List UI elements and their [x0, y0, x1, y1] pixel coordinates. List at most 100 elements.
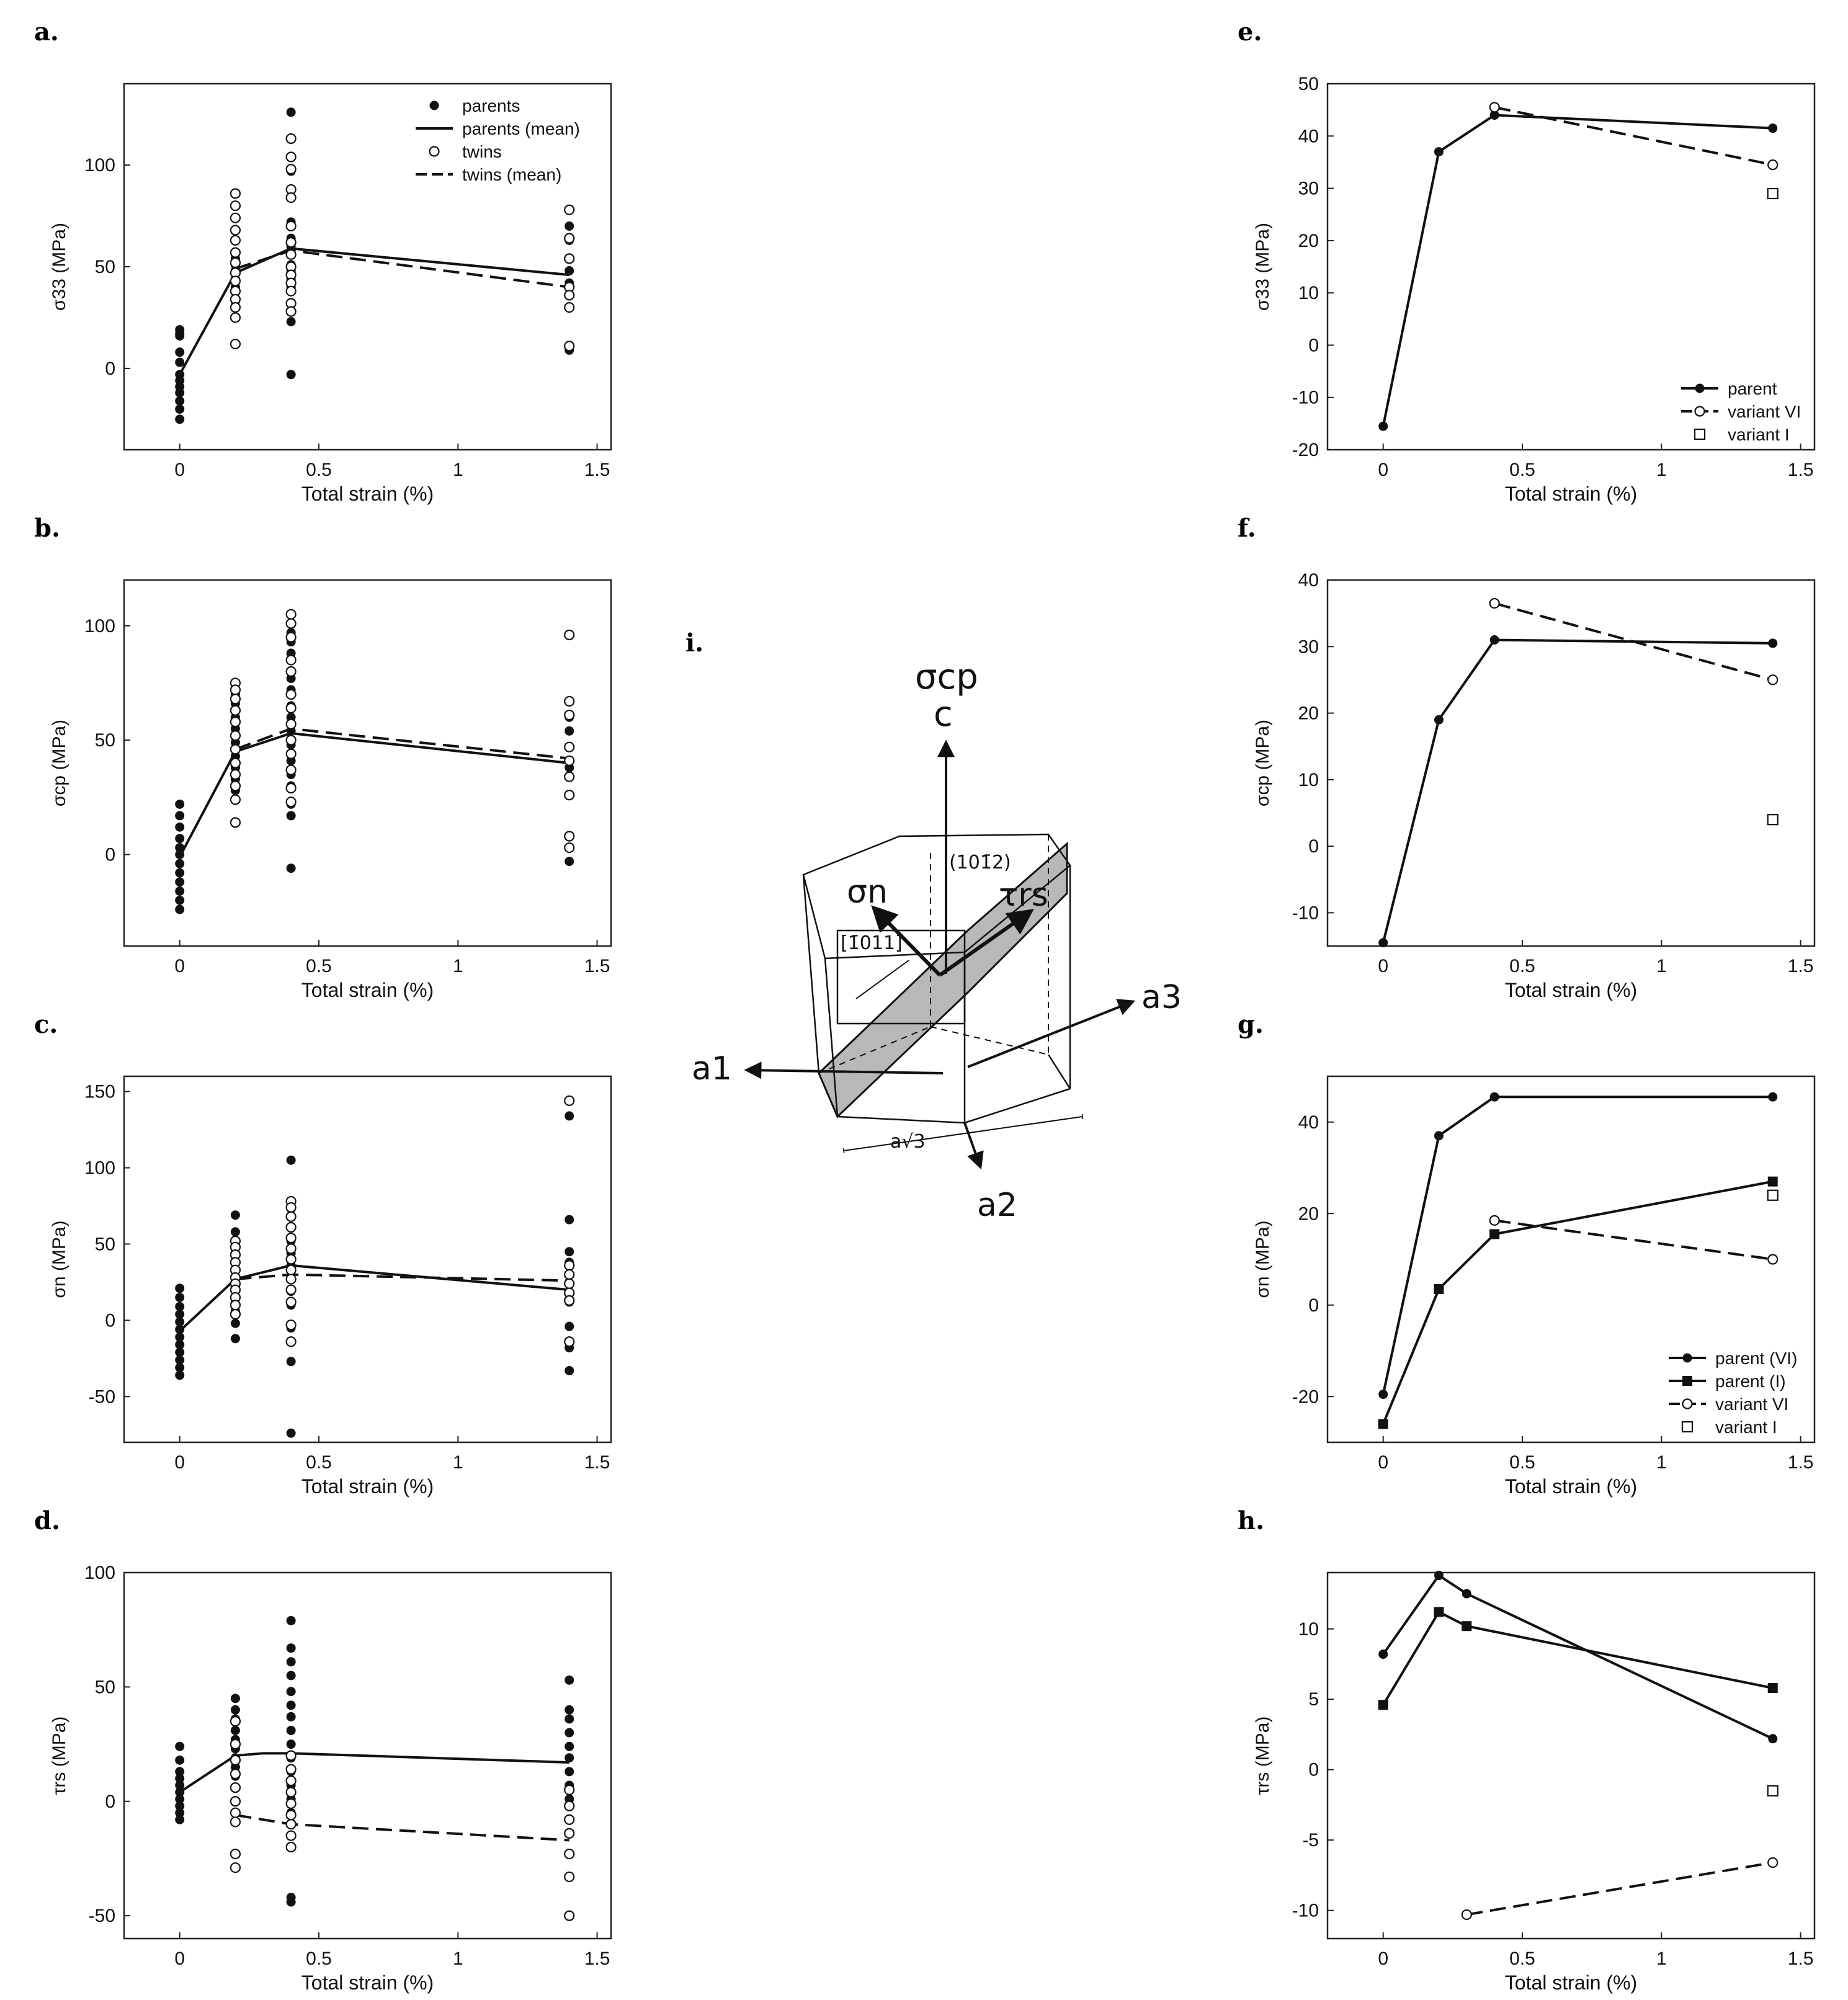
x-tick-label: 1.5	[1788, 1949, 1814, 1969]
data-point-twins	[230, 275, 241, 287]
x-tick-label: 1	[453, 956, 463, 976]
data-point-twins	[230, 338, 241, 350]
data-point-twins	[230, 1768, 241, 1780]
data-point-twins	[285, 1810, 297, 1821]
chart-b: b. 0 0.5 1 1.5 0 50 100 Total strain (%) σcp (MPa…	[34, 514, 612, 1001]
data-point-parents	[565, 726, 574, 736]
y-tick-label: 50	[95, 1234, 115, 1254]
data-point-parents	[175, 404, 185, 414]
y-tick-label: -20	[1292, 440, 1319, 460]
data-point-twins	[230, 730, 241, 741]
x-tick-label: 0	[174, 956, 185, 976]
y-tick-label: 40	[1298, 1112, 1319, 1133]
legend-marker	[1682, 1353, 1692, 1363]
y-tick-label: 10	[1298, 770, 1319, 790]
legend-label: parent	[1728, 379, 1777, 398]
y-axis-label: σn (MPa)	[49, 1220, 69, 1298]
data-point-variant-i	[1767, 1189, 1779, 1201]
data-point-parents	[175, 1370, 185, 1380]
panel-letter-h: h.	[1238, 1506, 1264, 1535]
data-point-twins	[564, 1260, 575, 1271]
data-point-parents	[565, 1705, 574, 1715]
data-point-twins	[564, 1278, 575, 1289]
x-tick-label: 1.5	[584, 956, 610, 976]
data-point-twins	[564, 1814, 575, 1825]
y-tick-label: 50	[1298, 74, 1319, 94]
data-point-twins	[230, 1862, 241, 1873]
x-tick-label: 1	[1656, 956, 1667, 976]
legend-marker	[1682, 1398, 1693, 1409]
data-point-parent-i-	[1767, 1176, 1778, 1187]
data-point-twins	[564, 1095, 575, 1106]
data-point-parents	[286, 1897, 296, 1907]
data-point-parent	[1768, 638, 1778, 648]
y-axis-label: σ33 (MPa)	[1252, 223, 1273, 311]
y-tick-label: -5	[1302, 1830, 1319, 1850]
y-tick-label: 30	[1298, 636, 1319, 657]
series-line-variant-vi	[1494, 105, 1774, 166]
y-tick-label: 5	[1308, 1689, 1319, 1710]
data-point-twins	[285, 764, 297, 775]
data-point-twins	[230, 188, 241, 199]
y-tick-label: 0	[1308, 1760, 1319, 1780]
data-point-twins	[230, 257, 241, 269]
data-point-twins	[230, 1716, 241, 1727]
hidden-edges	[818, 834, 1049, 1074]
y-tick-label: 100	[84, 616, 115, 636]
data-point-parents	[565, 1365, 574, 1375]
data-point-parents	[286, 1357, 296, 1367]
x-axis-label: Total strain (%)	[301, 1475, 434, 1498]
data-point-parents	[175, 347, 185, 357]
y-tick-label: 20	[1298, 703, 1319, 724]
data-point-parents	[286, 1739, 296, 1749]
data-point-parents	[286, 1428, 296, 1438]
data-point-parents	[175, 811, 185, 821]
series-line-parent	[1382, 114, 1773, 427]
data-point-twins	[285, 748, 297, 759]
chart-d: d. 0 0.5 1 1.5 -50 0 50 100 Total strain (%) τrs (…	[34, 1506, 612, 1994]
sigma-cp-label: σcp	[915, 657, 978, 697]
data-point-parent-vi-	[1462, 1589, 1471, 1599]
legend-marker	[1694, 428, 1706, 440]
data-point-twins	[564, 629, 575, 641]
data-point-twins	[230, 1308, 241, 1320]
y-tick-label: 100	[84, 1563, 115, 1583]
data-point-variant-vi	[1767, 674, 1779, 685]
sigma-n-label: σn	[847, 873, 888, 911]
y-axis-label: τrs (MPa)	[49, 1717, 69, 1795]
data-point-parents	[230, 1227, 240, 1237]
data-point-twins	[564, 1828, 575, 1839]
direction-guide	[855, 960, 909, 999]
data-point-twins	[285, 1284, 297, 1295]
data-point-parent-i-	[1462, 1621, 1472, 1632]
data-point-twins	[564, 233, 575, 244]
data-point-parents	[565, 1247, 574, 1257]
data-point-twins	[285, 164, 297, 175]
legend-marker	[1682, 1376, 1692, 1386]
data-point-parent-vi-	[1768, 1092, 1778, 1102]
data-point-twins	[285, 1336, 297, 1347]
data-point-twins	[230, 717, 241, 728]
data-point-parents	[175, 868, 185, 878]
y-tick-label: 0	[105, 1792, 115, 1812]
legend-label: variant I	[1728, 425, 1790, 444]
panel-letter-b: b.	[34, 514, 60, 543]
data-point-parents	[286, 1155, 296, 1165]
data-point-twins	[285, 1232, 297, 1244]
plot-frame	[123, 1075, 612, 1444]
x-axis-label: Total strain (%)	[1505, 483, 1637, 505]
data-point-twins	[285, 632, 297, 643]
panel-letter-g: g.	[1238, 1010, 1264, 1039]
data-point-variant-vi	[1767, 1857, 1779, 1868]
legend-label: variant VI	[1728, 402, 1801, 421]
data-point-parents	[175, 886, 185, 896]
data-point-parents	[175, 1301, 185, 1311]
y-tick-label: 0	[1308, 1295, 1319, 1316]
data-point-parents	[565, 1714, 574, 1724]
data-point-parents	[286, 370, 296, 380]
direction-label: [1̄011]	[841, 932, 903, 954]
x-axis-label: Total strain (%)	[1505, 979, 1637, 1001]
a-root3-label: a√3	[890, 1131, 926, 1153]
data-point-parents	[175, 1741, 185, 1751]
